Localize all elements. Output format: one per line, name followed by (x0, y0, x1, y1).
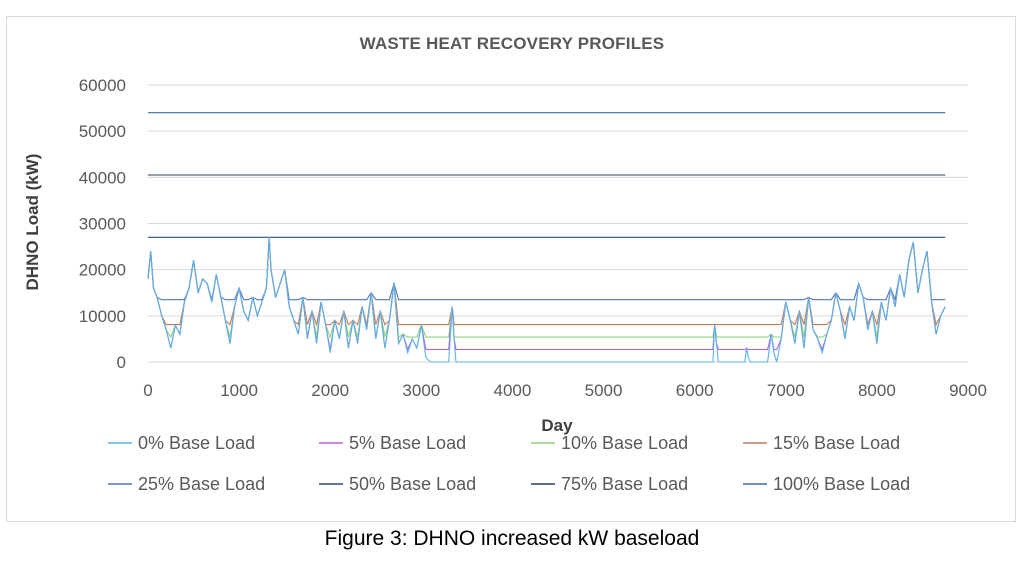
legend-label: 10% Base Load (561, 433, 688, 453)
legend-label: 5% Base Load (349, 433, 466, 453)
chart-title: WASTE HEAT RECOVERY PROFILES (359, 34, 665, 53)
series-line-3 (147, 237, 946, 339)
y-tick-label: 0 (117, 353, 126, 372)
x-tick-label: 1000 (220, 381, 258, 400)
legend-label: 100% Base Load (773, 474, 910, 494)
y-tick-label: 60000 (79, 76, 126, 95)
legend-label: 0% Base Load (138, 433, 255, 453)
x-tick-label: 3000 (402, 381, 440, 400)
legend-label: 75% Base Load (561, 474, 688, 494)
x-tick-label: 9000 (949, 381, 987, 400)
y-tick-label: 20000 (79, 261, 126, 280)
y-axis-label: DHNO Load (kW) (23, 154, 42, 291)
legend-label: 50% Base Load (349, 474, 476, 494)
x-tick-label: 4000 (494, 381, 532, 400)
series-line-1 (147, 237, 946, 363)
legend-label: 25% Base Load (138, 474, 265, 494)
y-tick-label: 40000 (79, 168, 126, 187)
figure-caption: Figure 3: DHNO increased kW baseload (324, 527, 700, 550)
x-tick-label: 6000 (676, 381, 714, 400)
x-tick-label: 0 (143, 381, 152, 400)
series-line-5 (147, 237, 946, 302)
y-tick-label: 10000 (79, 307, 126, 326)
x-tick-label: 7000 (767, 381, 805, 400)
x-tick-label: 2000 (311, 381, 349, 400)
x-tick-label: 5000 (585, 381, 623, 400)
x-tick-label: 8000 (858, 381, 896, 400)
series-line-4 (147, 237, 946, 327)
legend-label: 15% Base Load (773, 433, 900, 453)
series-line-2 (147, 237, 946, 352)
y-tick-label: 50000 (79, 122, 126, 141)
x-axis-label: Day (541, 416, 573, 435)
y-tick-label: 30000 (79, 215, 126, 234)
chart-frame (6, 16, 1016, 522)
